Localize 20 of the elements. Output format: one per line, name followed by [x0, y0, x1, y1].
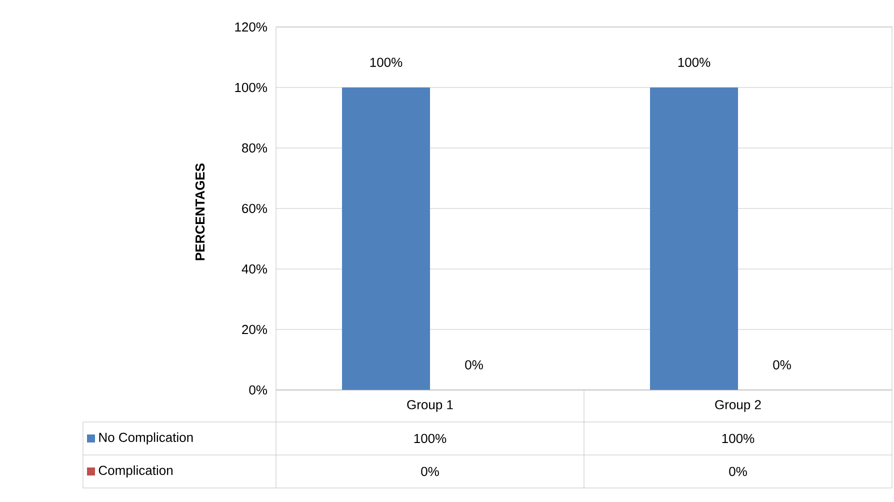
y-tick-label: 40%	[242, 264, 268, 274]
y-tick-label: 100%	[235, 82, 268, 92]
data-label: 100%	[414, 434, 446, 444]
y-tick-label: 120%	[235, 22, 268, 32]
x-tick-label: Group 1	[407, 400, 453, 412]
data-label: 0%	[421, 466, 439, 476]
text: 0%	[773, 360, 791, 370]
text: 100%	[370, 58, 402, 67]
y-tick-label: 60%	[242, 204, 268, 214]
text: 100%	[678, 58, 710, 67]
x-tick-label: Group 2	[715, 400, 761, 412]
y-tick-label: 80%	[242, 143, 268, 153]
y-tick-label: 0%	[249, 385, 268, 395]
data-label: 0%	[729, 466, 747, 476]
y-tick-label: 20%	[242, 324, 268, 334]
y-axis-title: PERCENTAGES	[195, 164, 205, 260]
legend-label: No Complication	[99, 432, 193, 445]
legend-label: Complication	[98, 465, 172, 478]
text: 0%	[465, 360, 483, 370]
data-label: 100%	[722, 434, 754, 444]
